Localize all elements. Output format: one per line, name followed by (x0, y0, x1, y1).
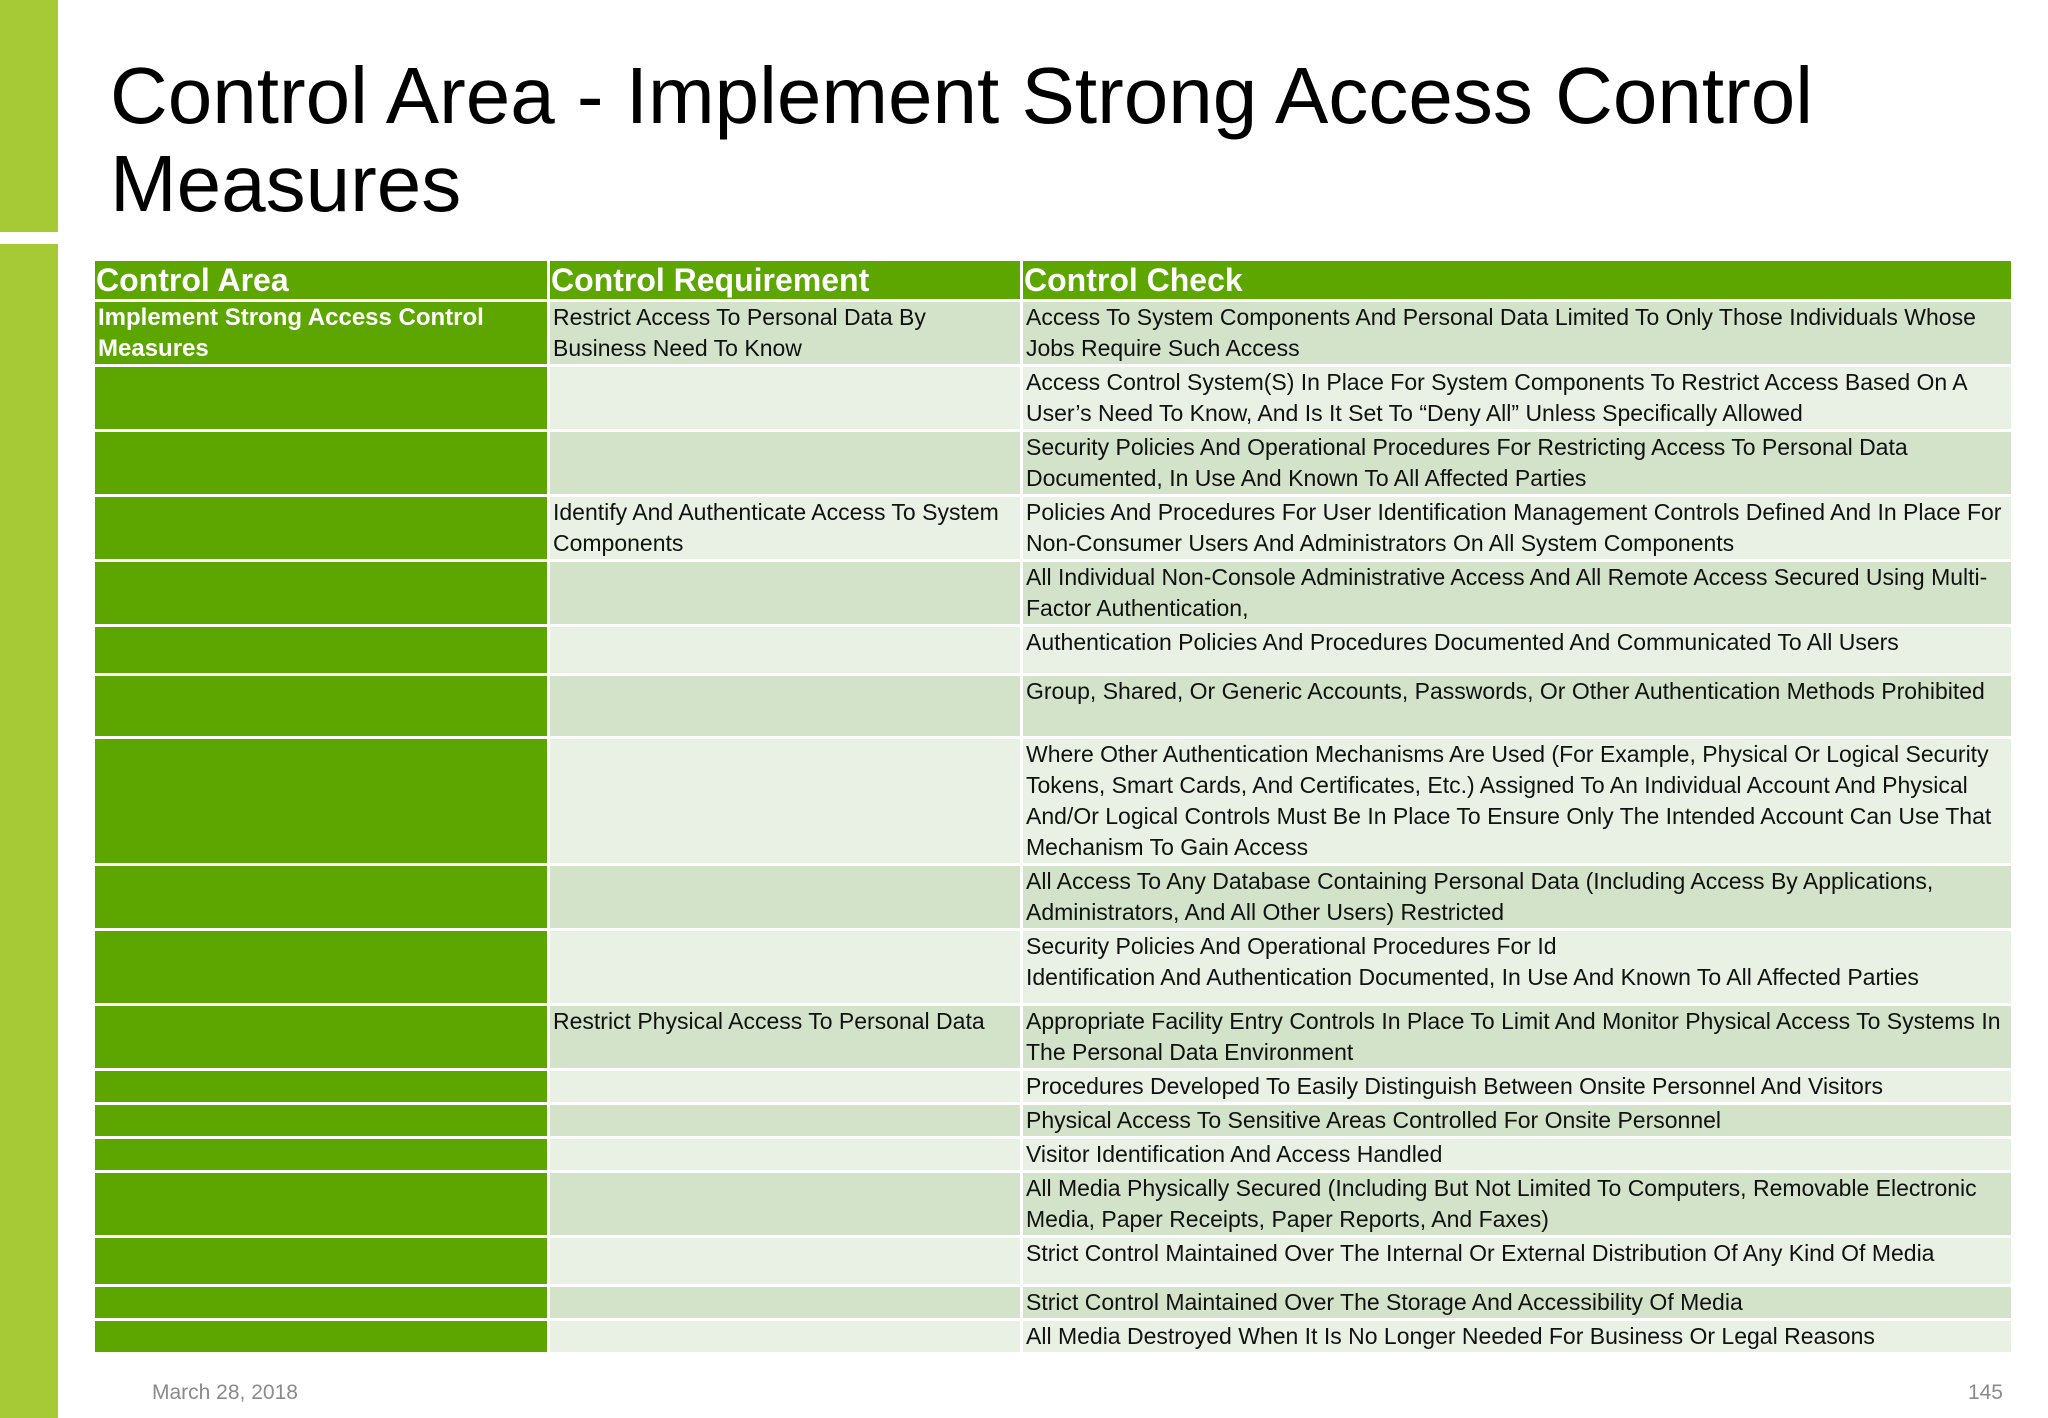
cell-control-area (95, 1006, 547, 1068)
table-row: Authentication Policies And Procedures D… (95, 627, 2011, 673)
table-row: Visitor Identification And Access Handle… (95, 1139, 2011, 1170)
cell-control-area (95, 739, 547, 863)
slide-title: Control Area - Implement Strong Access C… (110, 51, 1813, 228)
cell-control-check: Strict Control Maintained Over The Inter… (1023, 1238, 2011, 1284)
cell-control-area (95, 562, 547, 624)
cell-control-requirement (550, 676, 1020, 736)
cell-control-requirement (550, 739, 1020, 863)
cell-control-check: All Media Destroyed When It Is No Longer… (1023, 1321, 2011, 1352)
table-body: Implement Strong Access Control Measures… (95, 302, 2011, 1352)
table-row: Where Other Authentication Mechanisms Ar… (95, 739, 2011, 863)
cell-control-requirement (550, 866, 1020, 928)
cell-control-requirement (550, 1238, 1020, 1284)
cell-control-check: Policies And Procedures For User Identif… (1023, 497, 2011, 559)
cell-control-requirement (550, 931, 1020, 1003)
cell-control-area (95, 1238, 547, 1284)
cell-control-check: Group, Shared, Or Generic Accounts, Pass… (1023, 676, 2011, 736)
table-row: Security Policies And Operational Proced… (95, 432, 2011, 494)
table-header-row: Control Area Control Requirement Control… (95, 261, 2011, 299)
cell-control-requirement (550, 1321, 1020, 1352)
cell-control-requirement (550, 1173, 1020, 1235)
cell-control-requirement (550, 432, 1020, 494)
cell-control-requirement: Restrict Access To Personal Data By Busi… (550, 302, 1020, 364)
footer-date: March 28, 2018 (152, 1381, 298, 1404)
table-row: All Media Destroyed When It Is No Longer… (95, 1321, 2011, 1352)
table-row: Strict Control Maintained Over The Inter… (95, 1238, 2011, 1284)
control-table: Control Area Control Requirement Control… (92, 258, 2014, 1355)
cell-control-area (95, 497, 547, 559)
cell-control-area (95, 1139, 547, 1170)
cell-control-check: Security Policies And Operational Proced… (1023, 432, 2011, 494)
table-row: Security Policies And Operational Proced… (95, 931, 2011, 1003)
cell-control-area (95, 627, 547, 673)
cell-control-area: Implement Strong Access Control Measures (95, 302, 547, 364)
cell-control-check: Strict Control Maintained Over The Stora… (1023, 1287, 2011, 1318)
table-row: Access Control System(S) In Place For Sy… (95, 367, 2011, 429)
table-row: Strict Control Maintained Over The Stora… (95, 1287, 2011, 1318)
table-row: Procedures Developed To Easily Distingui… (95, 1071, 2011, 1102)
cell-control-check: All Individual Non-Console Administrativ… (1023, 562, 2011, 624)
cell-control-requirement (550, 367, 1020, 429)
cell-control-area (95, 367, 547, 429)
cell-control-area (95, 1321, 547, 1352)
cell-control-requirement (550, 627, 1020, 673)
cell-control-area (95, 1173, 547, 1235)
cell-control-check: Visitor Identification And Access Handle… (1023, 1139, 2011, 1170)
cell-control-requirement (550, 1287, 1020, 1318)
header-control-check: Control Check (1023, 261, 2011, 299)
cell-control-area (95, 1071, 547, 1102)
cell-control-area (95, 676, 547, 736)
cell-control-area (95, 931, 547, 1003)
page-number: 145 (1967, 1381, 2003, 1404)
cell-control-check: Where Other Authentication Mechanisms Ar… (1023, 739, 2011, 863)
cell-control-area (95, 1287, 547, 1318)
table-row: Group, Shared, Or Generic Accounts, Pass… (95, 676, 2011, 736)
cell-control-check: Authentication Policies And Procedures D… (1023, 627, 2011, 673)
cell-control-check: Procedures Developed To Easily Distingui… (1023, 1071, 2011, 1102)
cell-control-check: All Media Physically Secured (Including … (1023, 1173, 2011, 1235)
cell-control-requirement (550, 562, 1020, 624)
table-row: All Media Physically Secured (Including … (95, 1173, 2011, 1235)
cell-control-check: Security Policies And Operational Proced… (1023, 931, 2011, 1003)
cell-control-requirement (550, 1139, 1020, 1170)
cell-control-check: All Access To Any Database Containing Pe… (1023, 866, 2011, 928)
header-control-requirement: Control Requirement (550, 261, 1020, 299)
table-row: All Access To Any Database Containing Pe… (95, 866, 2011, 928)
cell-control-requirement: Restrict Physical Access To Personal Dat… (550, 1006, 1020, 1068)
table-row: All Individual Non-Console Administrativ… (95, 562, 2011, 624)
cell-control-check: Appropriate Facility Entry Controls In P… (1023, 1006, 2011, 1068)
accent-bar-top (0, 0, 58, 232)
cell-control-requirement: Identify And Authenticate Access To Syst… (550, 497, 1020, 559)
cell-control-area (95, 866, 547, 928)
cell-control-check: Physical Access To Sensitive Areas Contr… (1023, 1105, 2011, 1136)
header-control-area: Control Area (95, 261, 547, 299)
cell-control-check: Access To System Components And Personal… (1023, 302, 2011, 364)
cell-control-requirement (550, 1071, 1020, 1102)
accent-bar-bottom (0, 244, 58, 1418)
cell-control-area (95, 432, 547, 494)
cell-control-requirement (550, 1105, 1020, 1136)
table-row: Identify And Authenticate Access To Syst… (95, 497, 2011, 559)
table-row: Physical Access To Sensitive Areas Contr… (95, 1105, 2011, 1136)
table-row: Implement Strong Access Control Measures… (95, 302, 2011, 364)
cell-control-check: Access Control System(S) In Place For Sy… (1023, 367, 2011, 429)
table-row: Restrict Physical Access To Personal Dat… (95, 1006, 2011, 1068)
cell-control-area (95, 1105, 547, 1136)
